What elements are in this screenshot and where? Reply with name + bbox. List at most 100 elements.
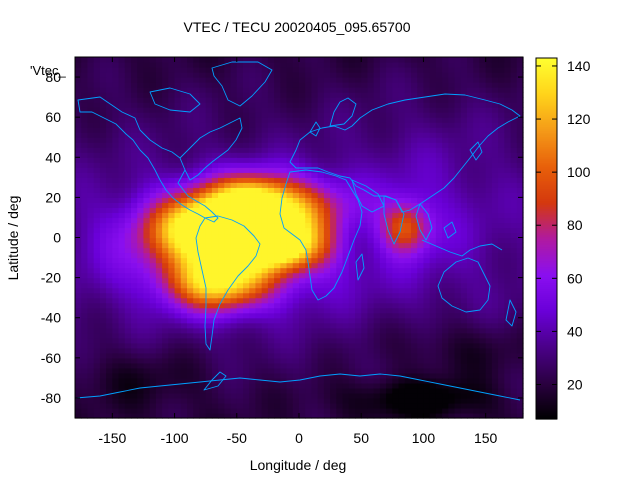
heatmap-cell [75, 262, 82, 269]
heatmap-cell [218, 312, 225, 319]
heatmap-cell [342, 372, 350, 379]
heatmap-cell [205, 262, 213, 269]
heatmap-cell [392, 137, 400, 143]
heatmap-cell [267, 392, 275, 399]
heatmap-cell [336, 287, 344, 294]
heatmap-cell [504, 337, 512, 344]
heatmap-cell [187, 62, 194, 68]
heatmap-cell [205, 342, 213, 349]
heatmap-cell [261, 172, 269, 178]
heatmap-cell [180, 352, 188, 359]
heatmap-cell [261, 367, 269, 374]
heatmap-cell [473, 322, 481, 329]
heatmap-cell [99, 152, 107, 158]
heatmap-cell [168, 282, 176, 289]
heatmap-cell [373, 187, 381, 193]
heatmap-cell [99, 337, 107, 344]
heatmap-cell [199, 257, 207, 264]
heatmap-cell [317, 357, 325, 364]
heatmap-cell [367, 67, 375, 73]
heatmap-cell [174, 362, 182, 369]
heatmap-cell [473, 127, 481, 133]
heatmap-cell [124, 127, 132, 133]
heatmap-cell [162, 287, 169, 294]
heatmap-cell [236, 387, 244, 394]
heatmap-cell [218, 347, 225, 354]
heatmap-cell [467, 57, 474, 63]
heatmap-cell [336, 362, 344, 369]
heatmap-cell [267, 167, 275, 173]
heatmap-cell [454, 77, 462, 83]
heatmap-cell [87, 157, 95, 163]
heatmap-cell [404, 132, 412, 138]
heatmap-cell [404, 177, 412, 183]
heatmap-cell [448, 97, 456, 103]
heatmap-cell [87, 377, 95, 384]
heatmap-cell [348, 192, 356, 198]
heatmap-cell [292, 382, 300, 389]
heatmap-cell [336, 332, 344, 339]
heatmap-cell [317, 312, 325, 319]
heatmap-cell [249, 187, 257, 193]
heatmap-cell [118, 117, 126, 123]
heatmap-cell [386, 367, 393, 374]
heatmap-cell [292, 107, 300, 113]
heatmap-cell [411, 167, 418, 173]
heatmap-cell [236, 142, 244, 148]
heatmap-cell [473, 272, 481, 279]
heatmap-cell [292, 77, 300, 83]
heatmap-cell [311, 257, 319, 264]
heatmap-cell [224, 302, 232, 309]
heatmap-cell [274, 412, 281, 419]
heatmap-cell [149, 292, 157, 299]
heatmap-cell [162, 177, 169, 183]
heatmap-cell [286, 412, 294, 419]
heatmap-cell [286, 362, 294, 369]
heatmap-cell [417, 362, 425, 369]
heatmap-cell [379, 137, 387, 143]
heatmap-cell [193, 157, 201, 163]
heatmap-cell [81, 282, 89, 289]
heatmap-cell [99, 172, 107, 178]
heatmap-cell [417, 352, 425, 359]
heatmap-cell [143, 132, 151, 138]
heatmap-cell [342, 87, 350, 93]
heatmap-cell [205, 257, 213, 264]
heatmap-cell [479, 307, 487, 314]
heatmap-cell [392, 282, 400, 289]
heatmap-cell [330, 62, 337, 68]
heatmap-cell [361, 87, 369, 93]
heatmap-cell [429, 387, 437, 394]
heatmap-cell [243, 242, 250, 249]
heatmap-cell [473, 97, 481, 103]
heatmap-cell [261, 177, 269, 183]
heatmap-cell [75, 82, 82, 88]
heatmap-cell [205, 72, 213, 78]
heatmap-cell [187, 237, 194, 244]
heatmap-cell [162, 202, 169, 209]
heatmap-cell [467, 267, 474, 274]
heatmap-cell [423, 132, 431, 138]
heatmap-cell [249, 232, 257, 239]
heatmap-cell [336, 252, 344, 259]
heatmap-cell [417, 277, 425, 284]
heatmap-cell [311, 412, 319, 419]
heatmap-cell [155, 342, 163, 349]
heatmap-cell [498, 217, 505, 224]
heatmap-cell [124, 162, 132, 168]
heatmap-cell [454, 72, 462, 78]
heatmap-cell [473, 367, 481, 374]
heatmap-cell [379, 392, 387, 399]
heatmap-cell [491, 202, 499, 209]
heatmap-cell [386, 182, 393, 188]
heatmap-cell [454, 322, 462, 329]
heatmap-cell [124, 272, 132, 279]
heatmap-cell [118, 257, 126, 264]
heatmap-cell [292, 207, 300, 214]
heatmap-cell [99, 357, 107, 364]
heatmap-cell [286, 287, 294, 294]
heatmap-cell [317, 142, 325, 148]
heatmap-cell [336, 342, 344, 349]
heatmap-cell [168, 67, 176, 73]
heatmap-cell [479, 407, 487, 414]
